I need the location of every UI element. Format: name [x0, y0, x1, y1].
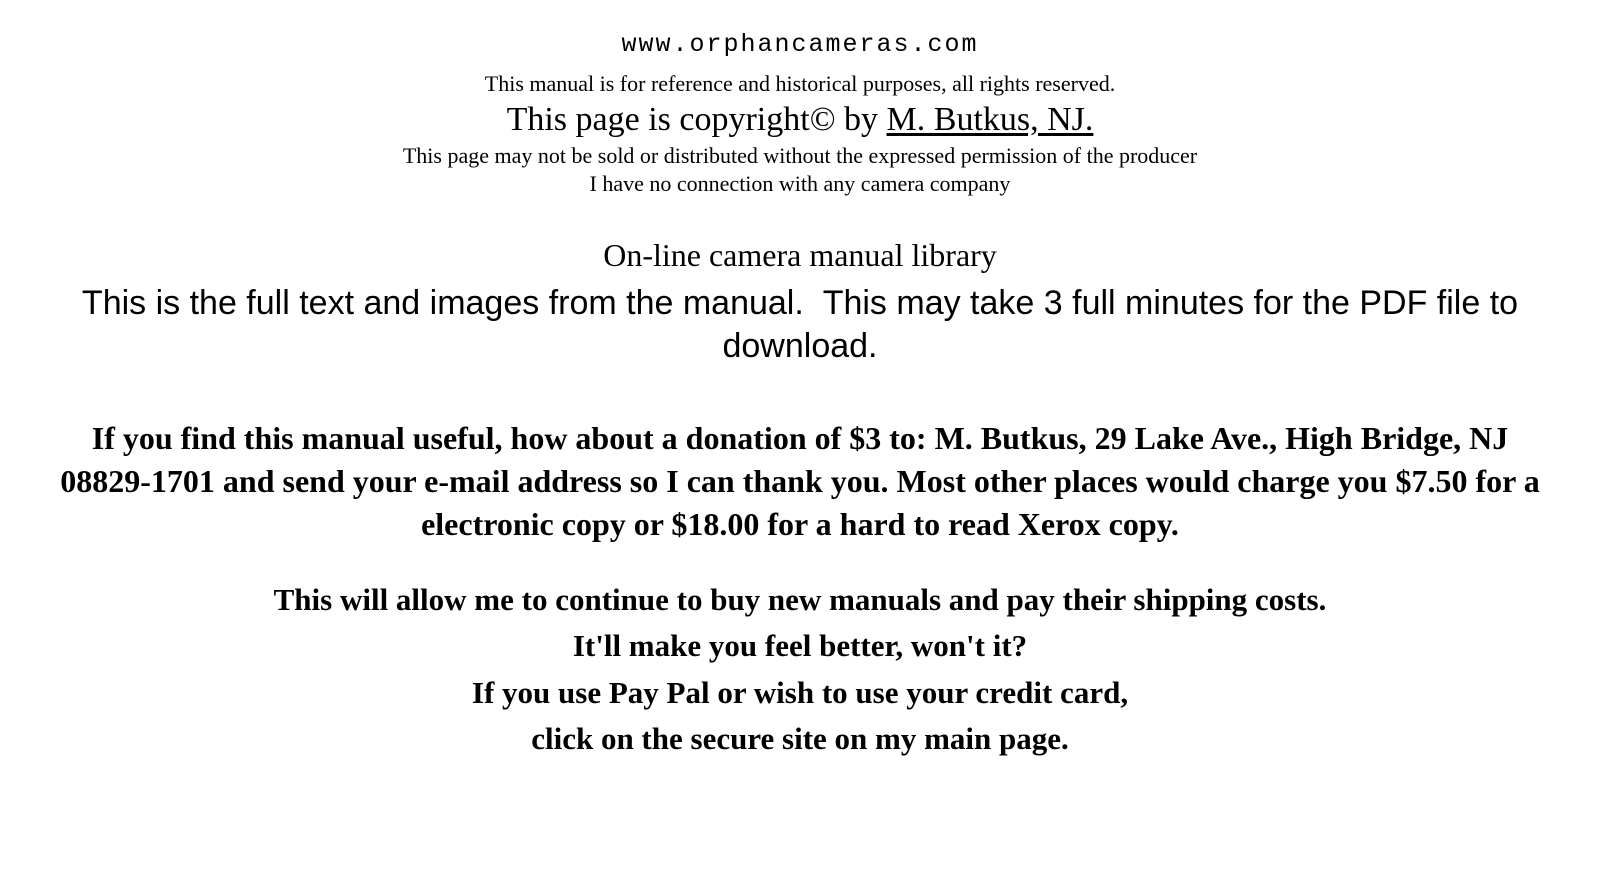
continue-message: This will allow me to continue to buy ne…: [60, 577, 1540, 763]
permission-statement: This page may not be sold or distributed…: [60, 143, 1540, 169]
continue-line-2: It'll make you feel better, won't it?: [60, 623, 1540, 670]
rights-statement: This manual is for reference and histori…: [60, 71, 1540, 97]
continue-line-3: If you use Pay Pal or wish to use your c…: [60, 670, 1540, 717]
copyright-line: This page is copyright© by M. Butkus, NJ…: [60, 101, 1540, 139]
library-title: On-line camera manual library: [60, 237, 1540, 274]
connection-statement: I have no connection with any camera com…: [60, 171, 1540, 197]
copyright-prefix: This page is copyright© by: [507, 101, 887, 138]
continue-line-4: click on the secure site on my main page…: [60, 716, 1540, 763]
donation-request: If you find this manual useful, how abou…: [60, 417, 1540, 547]
website-url: www.orphancameras.com: [60, 30, 1540, 59]
copyright-owner-link[interactable]: M. Butkus, NJ.: [887, 101, 1094, 138]
download-description: This is the full text and images from th…: [60, 282, 1540, 367]
continue-line-1: This will allow me to continue to buy ne…: [60, 577, 1540, 624]
